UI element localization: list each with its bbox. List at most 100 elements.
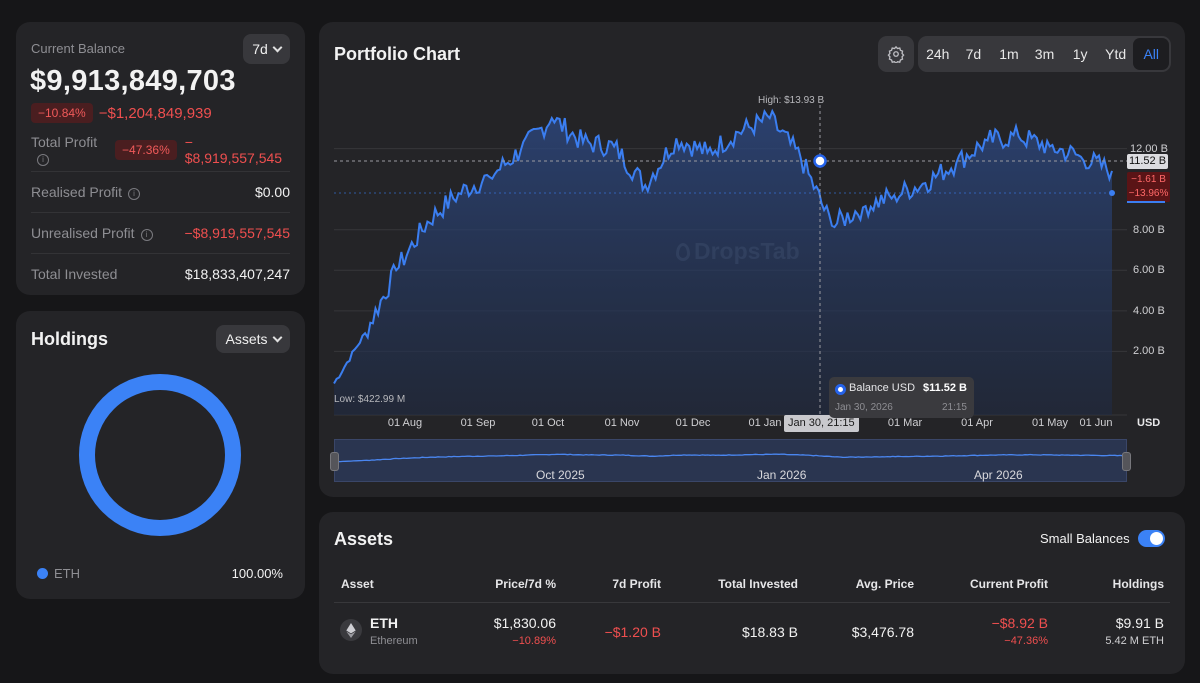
- x-tick: 01 Dec: [675, 417, 711, 429]
- col-current-profit[interactable]: Current Profit: [970, 577, 1048, 591]
- watermark: DropsTab: [676, 238, 800, 265]
- tooltip-dot: [835, 384, 846, 395]
- assets-title: Assets: [334, 529, 394, 549]
- range-ytd[interactable]: Ytd: [1105, 46, 1127, 62]
- info-icon[interactable]: i: [128, 188, 141, 200]
- change-badge-underline: [1127, 201, 1165, 203]
- navigator-tick: Jan 2026: [757, 468, 807, 482]
- range-24h[interactable]: 24h: [926, 46, 950, 62]
- asset-holdings-amount: 5.42 M ETH: [1105, 635, 1164, 647]
- change-badge: −1.61 B −13.96%: [1127, 172, 1170, 202]
- tooltip-label: Balance USD: [849, 382, 916, 394]
- navigator-line: [335, 453, 1128, 463]
- holdings-legend-item[interactable]: ETH: [37, 566, 80, 581]
- navigator-series-line: [335, 453, 1128, 463]
- y-tick: 12.00 B: [1130, 143, 1168, 155]
- table-divider: [334, 602, 1170, 603]
- eth-icon: [340, 619, 362, 641]
- holdings-view-select[interactable]: Assets: [216, 325, 290, 353]
- col-asset[interactable]: Asset: [341, 577, 374, 591]
- asset-avg-price: $3,476.78: [851, 624, 914, 640]
- total-profit-value: −$8,919,557,545: [184, 133, 283, 166]
- col-7d-profit[interactable]: 7d Profit: [612, 577, 661, 591]
- asset-current-profit: −$8.92 B: [991, 615, 1048, 631]
- portfolio-title: Portfolio Chart: [334, 44, 460, 64]
- unrealised-profit-label: Unrealised Profit: [31, 225, 135, 241]
- y-tick: 4.00 B: [1133, 305, 1165, 317]
- y-tick: 2.00 B: [1133, 345, 1165, 357]
- change-pct: −13.96%: [1128, 188, 1169, 199]
- settings-button[interactable]: [878, 36, 914, 72]
- range-1m[interactable]: 1m: [999, 46, 1019, 62]
- balance-change-badge: −10.84%: [31, 103, 93, 123]
- time-range-selector: 24h 7d 1m 3m 1y Ytd All: [918, 36, 1171, 72]
- col-price[interactable]: Price/7d %: [495, 577, 556, 591]
- range-7d[interactable]: 7d: [965, 46, 982, 62]
- toggle-knob: [1150, 532, 1163, 545]
- x-tick: 01 Sep: [460, 417, 496, 429]
- x-tick: 01 Aug: [387, 417, 423, 429]
- current-value-badge: 11.52 B: [1127, 154, 1168, 169]
- assets-card: [319, 512, 1185, 674]
- gear-icon: [887, 45, 905, 63]
- watermark-text: DropsTab: [694, 238, 800, 264]
- navigator-handle-left[interactable]: [330, 452, 339, 471]
- total-invested-label: Total Invested: [31, 266, 118, 282]
- holdings-donut[interactable]: [75, 370, 245, 540]
- currency-label: USD: [1137, 417, 1161, 429]
- info-icon[interactable]: i: [140, 229, 153, 241]
- x-tick: 01 May: [1031, 417, 1069, 429]
- small-balances-toggle[interactable]: [1138, 530, 1165, 547]
- holdings-title: Holdings: [31, 329, 108, 349]
- balance-label: Current Balance: [31, 41, 125, 56]
- legend-name: ETH: [54, 566, 80, 581]
- unrealised-profit-row: Unrealised Profit i −$8,919,557,545: [31, 212, 290, 253]
- legend-dot: [37, 568, 48, 579]
- range-all[interactable]: All: [1133, 38, 1170, 70]
- y-tick: 8.00 B: [1133, 224, 1165, 236]
- x-tick: 01 Nov: [604, 417, 640, 429]
- chevron-down-icon: [272, 332, 282, 342]
- tooltip-time: 21:15: [941, 402, 967, 413]
- legend-pct: 100.00%: [231, 566, 283, 581]
- navigator-tick: Oct 2025: [536, 468, 585, 482]
- balance-value: $9,913,849,703: [30, 65, 236, 97]
- asset-price-change: −10.89%: [512, 635, 556, 647]
- range-3m[interactable]: 3m: [1034, 46, 1055, 62]
- drop-icon: [676, 242, 690, 261]
- y-tick: 6.00 B: [1133, 264, 1165, 276]
- chart-tooltip: Balance USD $11.52 B Jan 30, 2026 21:15: [829, 377, 974, 418]
- realised-profit-label: Realised Profit: [31, 184, 123, 200]
- realised-profit-value: $0.00: [254, 184, 290, 200]
- x-tick: 01 Oct: [531, 417, 565, 429]
- col-total-invested[interactable]: Total Invested: [718, 577, 798, 591]
- total-invested-row: Total Invested $18,833,407,247: [31, 253, 290, 294]
- asset-invested: $18.83 B: [741, 624, 798, 640]
- tooltip-date: Jan 30, 2026: [835, 402, 893, 413]
- col-holdings[interactable]: Holdings: [1112, 577, 1164, 591]
- range-1y[interactable]: 1y: [1072, 46, 1088, 62]
- info-icon[interactable]: i: [37, 153, 49, 166]
- navigator-handle-right[interactable]: [1122, 452, 1131, 471]
- asset-symbol: ETH: [370, 615, 398, 631]
- x-tick: 01 Mar: [887, 417, 923, 429]
- chart-navigator[interactable]: Oct 2025 Jan 2026 Apr 2026: [334, 439, 1128, 482]
- holdings-view-label: Assets: [225, 331, 268, 347]
- chart-low-label: Low: $422.99 M: [334, 394, 406, 405]
- col-avg-price[interactable]: Avg. Price: [855, 577, 914, 591]
- asset-holdings-value: $9.91 B: [1115, 615, 1164, 631]
- total-profit-badge: −47.36%: [115, 139, 177, 160]
- x-tick: 01 Apr: [961, 417, 993, 429]
- asset-7d-profit: −$1.20 B: [604, 624, 661, 640]
- table-row[interactable]: [334, 603, 1170, 663]
- asset-name: Ethereum: [370, 635, 418, 647]
- change-abs: −1.61 B: [1131, 174, 1166, 185]
- asset-current-profit-pct: −47.36%: [1004, 635, 1048, 647]
- chevron-down-icon: [272, 42, 283, 52]
- total-invested-value: $18,833,407,247: [184, 266, 290, 282]
- period-select[interactable]: 7d: [243, 34, 290, 64]
- holdings-card: Holdings Assets ETH 100.00%: [16, 311, 305, 599]
- total-profit-row: Total Profit i −47.36% −$8,919,557,545: [31, 129, 290, 170]
- crosshair-date-label: Jan 30, 21:15: [784, 415, 859, 432]
- tooltip-value: $11.52 B: [922, 382, 967, 394]
